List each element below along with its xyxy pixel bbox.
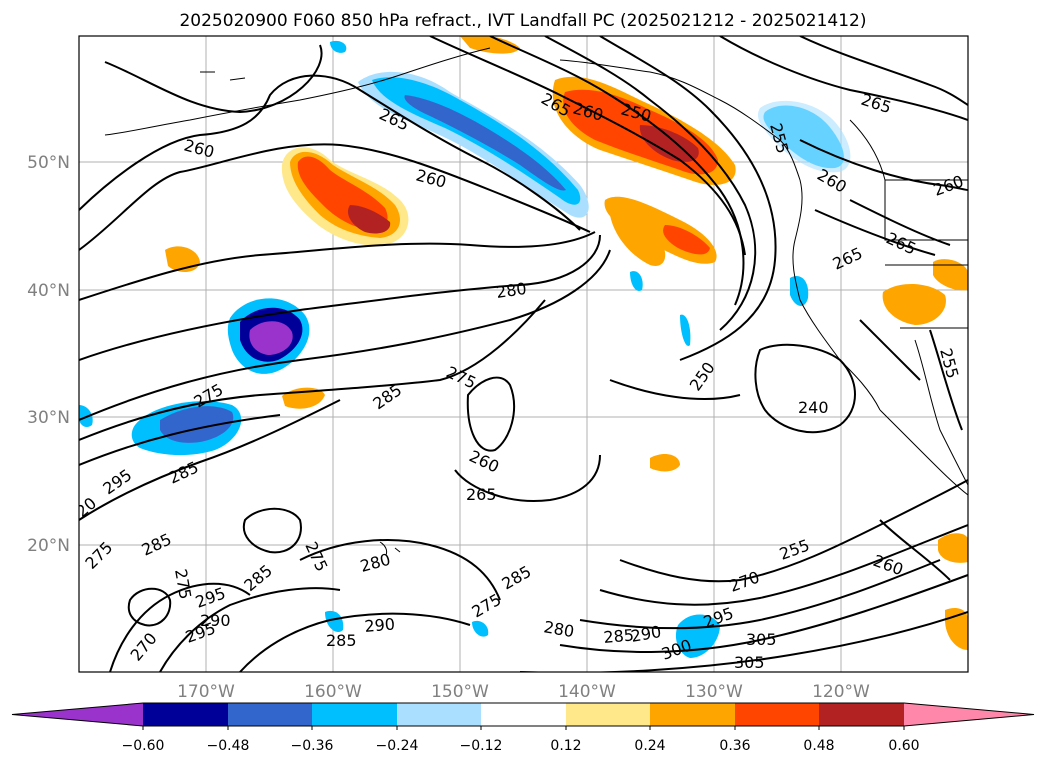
contour-label: 280 bbox=[495, 279, 528, 302]
colorbar-segment bbox=[566, 703, 650, 726]
positive-patch-c bbox=[650, 454, 680, 472]
latitude-labels: 50°N 40°N 30°N 20°N bbox=[27, 153, 70, 556]
figure-title: 2025020900 F060 850 hPa refract., IVT La… bbox=[179, 11, 866, 31]
positive-anomaly-ne-core bbox=[639, 125, 699, 162]
colorbar-tick-labels: −0.60 −0.48 −0.36 −0.24 −0.12 0.12 0.24 … bbox=[122, 738, 920, 754]
negative-anomaly-sw-core bbox=[249, 321, 293, 355]
negative-patch-a bbox=[675, 614, 720, 658]
colorbar-tick-label: 0.24 bbox=[634, 738, 665, 754]
lon-label: 160°W bbox=[304, 682, 362, 702]
lat-label: 50°N bbox=[27, 153, 70, 173]
colorbar-segment bbox=[650, 703, 735, 726]
colorbar-segment bbox=[312, 703, 397, 726]
contour-label: 285 bbox=[603, 625, 635, 647]
colorbar-segment bbox=[735, 703, 819, 726]
coastlines bbox=[104, 47, 968, 556]
negative-patch-g bbox=[79, 405, 93, 428]
colorbar-extend-high bbox=[904, 703, 1034, 726]
contour-label: 290 bbox=[364, 614, 396, 636]
longitude-labels: 170°W 160°W 150°W 140°W 130°W 120°W bbox=[177, 682, 870, 702]
map-frame bbox=[78, 35, 969, 673]
colorbar-segment bbox=[819, 703, 904, 726]
map-panel: 265 265 250 260 260 265 260 255 260 260 … bbox=[79, 36, 968, 672]
lon-label: 140°W bbox=[558, 682, 616, 702]
colorbar-segment bbox=[228, 703, 312, 726]
negative-anomaly-gulf-inner bbox=[404, 95, 566, 191]
negative-patch-c bbox=[630, 271, 643, 291]
lon-label: 120°W bbox=[812, 682, 870, 702]
shaded-anomalies bbox=[79, 36, 968, 658]
colorbar bbox=[11, 702, 1035, 730]
contour-label: 290 bbox=[200, 611, 231, 630]
lon-label: 130°W bbox=[685, 682, 743, 702]
colorbar-tick-label: −0.12 bbox=[460, 738, 503, 754]
negative-patch-e bbox=[472, 620, 489, 637]
colorbar-tick-label: 0.12 bbox=[550, 738, 581, 754]
colorbar-tick-label: 0.48 bbox=[803, 738, 834, 754]
colorbar-tick-label: 0.36 bbox=[719, 738, 750, 754]
positive-anomaly-south-tail bbox=[610, 214, 666, 266]
negative-anomaly-coast-edge bbox=[757, 100, 851, 173]
contour-label: 285 bbox=[326, 631, 357, 650]
colorbar-segment bbox=[481, 703, 566, 726]
colorbar-tick-label: 0.60 bbox=[888, 738, 919, 754]
contour-label: 240 bbox=[798, 398, 829, 417]
colorbar-tick-label: −0.48 bbox=[207, 738, 250, 754]
contour-label: 305 bbox=[734, 653, 765, 672]
colorbar-tick-label: −0.24 bbox=[376, 738, 419, 754]
colorbar-segment bbox=[397, 703, 481, 726]
colorbar-segment bbox=[143, 703, 228, 726]
negative-patch-d bbox=[680, 314, 691, 346]
positive-anomaly-west-peak bbox=[347, 205, 391, 234]
lon-label: 170°W bbox=[177, 682, 235, 702]
negative-patch-h bbox=[330, 40, 347, 53]
negative-patch-b bbox=[790, 276, 809, 306]
negative-patch-f bbox=[325, 610, 344, 632]
positive-anomaly-south-core bbox=[663, 225, 710, 255]
colorbar-tick-label: −0.36 bbox=[291, 738, 334, 754]
positive-patch-e bbox=[933, 259, 968, 291]
lon-label: 150°W bbox=[431, 682, 489, 702]
lat-label: 30°N bbox=[27, 408, 70, 428]
positive-patch-f bbox=[938, 533, 968, 563]
contour-label: 305 bbox=[746, 630, 777, 649]
lat-label: 40°N bbox=[27, 281, 70, 301]
colorbar-extend-low bbox=[12, 703, 143, 726]
contour-lines bbox=[79, 36, 968, 672]
contour-label: 265 bbox=[466, 485, 497, 504]
positive-patch-d bbox=[882, 284, 946, 325]
lat-label: 20°N bbox=[27, 536, 70, 556]
positive-patch-h bbox=[460, 36, 520, 54]
colorbar-tick-label: −0.60 bbox=[122, 738, 165, 754]
